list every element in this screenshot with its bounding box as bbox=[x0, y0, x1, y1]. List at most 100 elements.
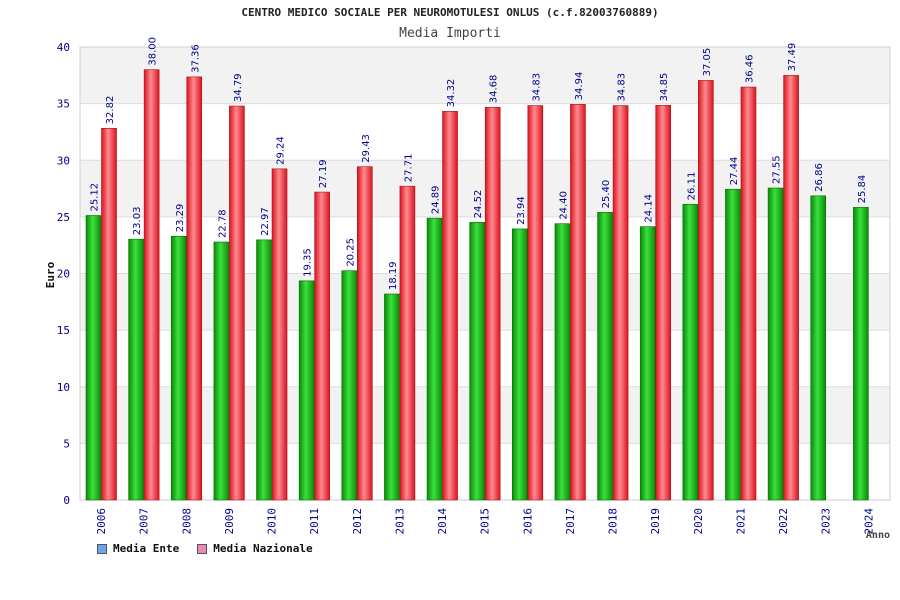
data-label: 36.46 bbox=[744, 54, 755, 83]
x-tick-label: 2017 bbox=[564, 508, 577, 535]
x-tick-label: 2012 bbox=[351, 508, 364, 535]
legend: Media Ente Media Nazionale bbox=[97, 542, 331, 555]
bar-nazionale bbox=[442, 111, 458, 501]
data-label: 24.89 bbox=[431, 185, 442, 214]
y-tick-label: 10 bbox=[57, 381, 70, 394]
x-tick-label: 2006 bbox=[95, 508, 108, 535]
bar-ente bbox=[767, 187, 784, 501]
bar-ente bbox=[341, 270, 358, 501]
data-label: 20.25 bbox=[345, 238, 356, 267]
bar-ente bbox=[639, 226, 656, 501]
x-tick-label: 2008 bbox=[180, 508, 193, 535]
data-label: 24.14 bbox=[644, 194, 655, 223]
x-tick-label: 2013 bbox=[393, 508, 406, 535]
legend-swatch-nazionale bbox=[197, 543, 208, 554]
data-label: 27.71 bbox=[403, 154, 414, 183]
data-label: 23.03 bbox=[132, 207, 143, 236]
bar-nazionale bbox=[783, 75, 799, 501]
bar-ente bbox=[725, 188, 741, 501]
bar-nazionale bbox=[186, 76, 203, 501]
y-tick-label: 0 bbox=[63, 494, 70, 507]
bar-ente bbox=[554, 223, 571, 501]
x-tick-label: 2021 bbox=[734, 508, 747, 535]
data-label: 34.85 bbox=[659, 73, 670, 102]
data-label: 29.24 bbox=[276, 136, 287, 165]
y-tick-label: 25 bbox=[57, 211, 70, 224]
bar-nazionale bbox=[229, 105, 245, 501]
legend-item-ente: Media Ente bbox=[97, 542, 179, 555]
y-tick-label: 40 bbox=[57, 41, 70, 54]
y-tick-label: 35 bbox=[57, 98, 70, 111]
data-label: 27.44 bbox=[729, 157, 740, 186]
x-tick-label: 2023 bbox=[820, 508, 833, 535]
bar-ente bbox=[810, 195, 827, 501]
x-tick-label: 2024 bbox=[862, 508, 875, 535]
data-label: 37.36 bbox=[190, 44, 201, 73]
bar-nazionale bbox=[356, 166, 373, 501]
data-label: 18.19 bbox=[388, 261, 399, 290]
x-tick-label: 2019 bbox=[649, 508, 662, 535]
legend-label-ente: Media Ente bbox=[113, 542, 180, 555]
bar-nazionale bbox=[612, 105, 629, 501]
legend-swatch-ente bbox=[97, 543, 107, 554]
x-tick-label: 2014 bbox=[436, 508, 449, 535]
bar-ente bbox=[213, 241, 230, 501]
legend-item-nazionale: Media Nazionale bbox=[197, 542, 313, 555]
data-label: 34.83 bbox=[617, 73, 628, 102]
x-tick-label: 2010 bbox=[266, 508, 279, 535]
data-label: 34.94 bbox=[574, 72, 585, 101]
data-label: 34.68 bbox=[489, 75, 500, 104]
x-tick-label: 2022 bbox=[777, 508, 790, 535]
data-label: 25.84 bbox=[857, 175, 868, 204]
bar-ente bbox=[512, 228, 528, 501]
data-label: 34.32 bbox=[446, 79, 457, 108]
x-tick-label: 2007 bbox=[138, 508, 151, 535]
bar-nazionale bbox=[484, 106, 501, 501]
data-label: 29.43 bbox=[361, 134, 372, 163]
x-tick-label: 2009 bbox=[223, 508, 236, 535]
bar-ente bbox=[384, 293, 400, 501]
bar-ente bbox=[426, 217, 443, 501]
data-label: 22.78 bbox=[217, 209, 228, 238]
bar-ente bbox=[682, 204, 699, 501]
bar-nazionale bbox=[143, 69, 160, 501]
x-axis-label: Anno bbox=[866, 530, 890, 541]
chart-subtitle: Media Importi bbox=[399, 26, 501, 41]
data-label: 34.79 bbox=[233, 73, 244, 102]
data-label: 23.94 bbox=[516, 196, 527, 225]
legend-label-nazionale: Media Nazionale bbox=[213, 542, 313, 555]
bar-ente bbox=[298, 280, 315, 501]
y-tick-label: 20 bbox=[57, 268, 70, 281]
x-tick-label: 2016 bbox=[521, 508, 534, 535]
data-label: 25.40 bbox=[601, 180, 612, 209]
y-tick-label: 5 bbox=[63, 437, 70, 450]
bar-nazionale bbox=[527, 105, 544, 501]
data-label: 26.11 bbox=[686, 172, 697, 201]
data-label: 37.49 bbox=[787, 43, 798, 72]
x-tick-label: 2018 bbox=[607, 508, 620, 535]
bar-nazionale bbox=[271, 168, 288, 501]
bar-nazionale bbox=[399, 185, 416, 501]
bar-ente bbox=[597, 212, 613, 501]
data-label: 27.55 bbox=[772, 155, 783, 184]
data-label: 32.82 bbox=[105, 96, 116, 125]
bar-ente bbox=[85, 215, 102, 501]
bar-nazionale bbox=[655, 105, 672, 501]
data-label: 38.00 bbox=[148, 37, 159, 66]
y-tick-label: 15 bbox=[57, 324, 70, 337]
data-label: 34.83 bbox=[531, 73, 542, 102]
x-tick-label: 2011 bbox=[308, 508, 321, 535]
data-label: 24.40 bbox=[558, 191, 569, 220]
bar-ente bbox=[170, 235, 187, 501]
x-tick-label: 2015 bbox=[479, 508, 492, 535]
data-label: 23.29 bbox=[175, 204, 186, 233]
data-label: 24.52 bbox=[473, 190, 484, 219]
bar-nazionale bbox=[314, 191, 330, 501]
data-label: 22.97 bbox=[260, 207, 271, 236]
bar-nazionale bbox=[740, 86, 757, 501]
data-label: 26.86 bbox=[814, 163, 825, 192]
bar-ente bbox=[128, 238, 144, 501]
bar-nazionale bbox=[101, 128, 117, 501]
data-label: 25.12 bbox=[90, 183, 101, 212]
